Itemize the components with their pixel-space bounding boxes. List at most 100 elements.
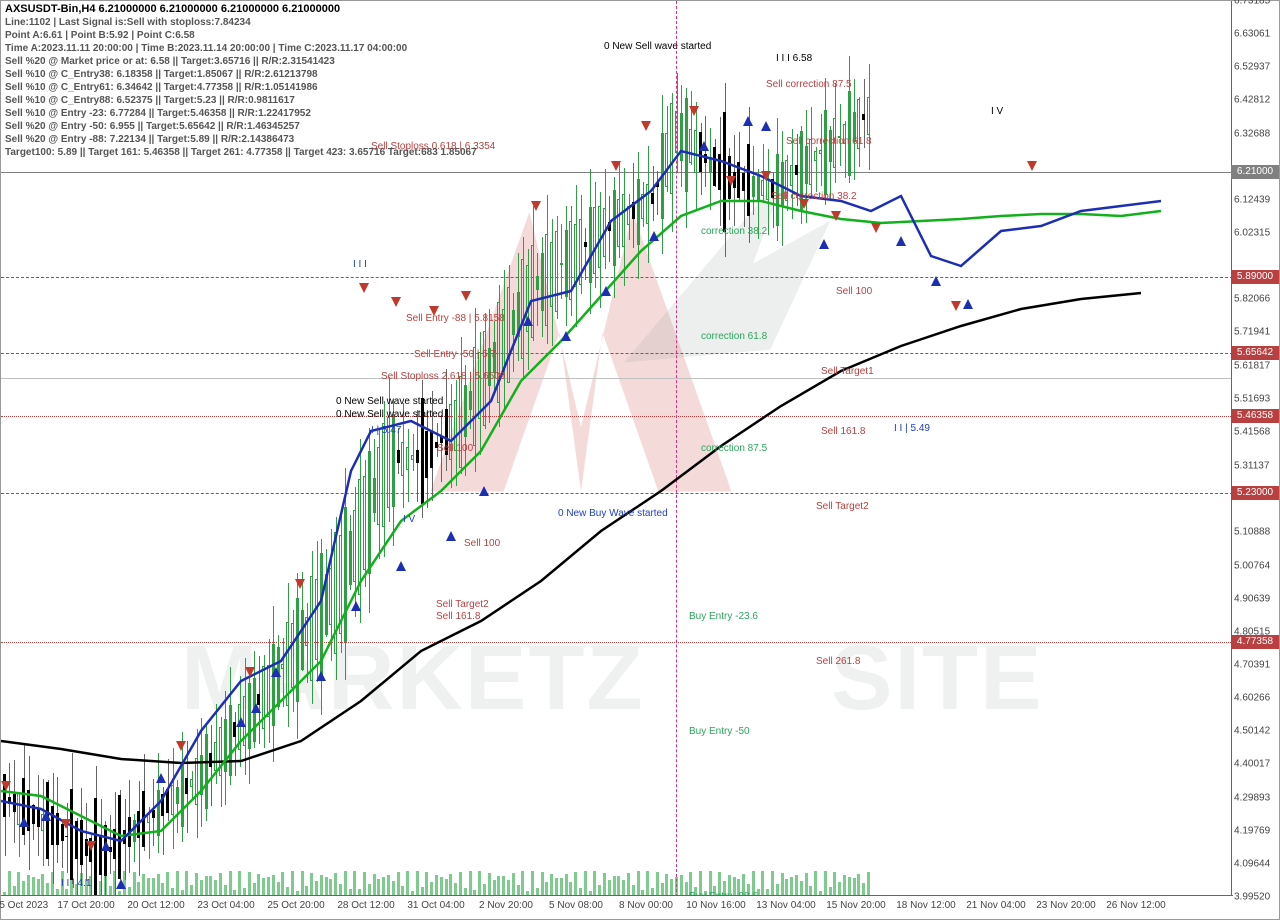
x-tick: 25 Oct 20:00: [267, 900, 324, 911]
y-tick: 5.82066: [1234, 294, 1270, 305]
horizontal-level-line: [1, 493, 1233, 494]
y-tick: 5.51693: [1234, 393, 1270, 404]
sell-arrow-icon: [391, 297, 401, 307]
chart-label: Sell 100: [836, 286, 872, 297]
price-tag: 5.89000: [1231, 270, 1279, 284]
chart-label: Sell Entry -88 | 5.8158: [406, 313, 505, 324]
sell-arrow-icon: [176, 741, 186, 751]
y-tick: 4.09644: [1234, 858, 1270, 869]
chart-label: Sell 161.8: [436, 611, 480, 622]
chart-container: MARKETZ SITE 0 New Sell wave startedI I …: [0, 0, 1280, 920]
buy-arrow-icon: [316, 671, 326, 681]
chart-label: I I | 4.1: [61, 878, 91, 889]
chart-label: correction 87.5: [701, 443, 767, 454]
y-tick: 4.60266: [1234, 693, 1270, 704]
chart-label: Sell correction 87.5: [766, 79, 852, 90]
y-tick: 3.99520: [1234, 892, 1270, 903]
x-tick: 10 Nov 16:00: [686, 900, 746, 911]
y-tick: 5.61817: [1234, 360, 1270, 371]
buy-arrow-icon: [251, 703, 261, 713]
x-tick: 5 Nov 08:00: [549, 900, 603, 911]
sell-arrow-icon: [689, 106, 699, 116]
y-tick: 6.52937: [1234, 62, 1270, 73]
x-tick: 8 Nov 00:00: [619, 900, 673, 911]
chart-plot-area[interactable]: MARKETZ SITE 0 New Sell wave startedI I …: [1, 1, 1233, 897]
y-tick: 6.02315: [1234, 228, 1270, 239]
x-tick: 23 Nov 20:00: [1036, 900, 1096, 911]
buy-arrow-icon: [819, 239, 829, 249]
y-tick: 5.10888: [1234, 527, 1270, 538]
info-line: Sell %20 @ Market price or at: 6.58 || T…: [5, 56, 335, 67]
y-tick: 4.70391: [1234, 659, 1270, 670]
sell-arrow-icon: [726, 176, 736, 186]
sell-arrow-icon: [951, 301, 961, 311]
sell-arrow-icon: [86, 841, 96, 851]
price-axis: 6.731856.630616.529376.428126.326886.210…: [1231, 1, 1279, 897]
sell-arrow-icon: [531, 201, 541, 211]
buy-arrow-icon: [351, 601, 361, 611]
info-line: Sell %10 @ Entry -23: 6.77284 || Target:…: [5, 108, 311, 119]
chart-label: I V: [403, 514, 415, 525]
y-tick: 6.42812: [1234, 95, 1270, 106]
y-tick: 5.71941: [1234, 327, 1270, 338]
buy-arrow-icon: [931, 276, 941, 286]
y-tick: 6.63061: [1234, 29, 1270, 40]
info-line: Point A:6.61 | Point B:5.92 | Point C:6.…: [5, 30, 195, 41]
buy-arrow-icon: [896, 236, 906, 246]
chart-label: Sell Target1: [821, 366, 874, 377]
buy-arrow-icon: [601, 286, 611, 296]
chart-label: Sell correction 38.2: [771, 191, 857, 202]
info-line: Sell %20 @ Entry -88: 7.22134 || Target:…: [5, 134, 294, 145]
sell-arrow-icon: [245, 667, 255, 677]
info-line: Sell %10 @ C_Entry38: 6.18358 || Target:…: [5, 69, 318, 80]
buy-arrow-icon: [101, 841, 111, 851]
chart-label: I | 5.47: [371, 425, 401, 436]
x-tick: 2 Nov 20:00: [479, 900, 533, 911]
chart-label: 0 New Buy Wave started: [558, 508, 668, 519]
chart-label: 0 New Sell wave started: [604, 41, 711, 52]
chart-label: Sell correction 61.8: [786, 136, 872, 147]
y-tick: 6.32688: [1234, 128, 1270, 139]
sell-arrow-icon: [1027, 161, 1037, 171]
buy-arrow-icon: [116, 879, 126, 889]
x-tick: 28 Oct 12:00: [337, 900, 394, 911]
chart-label: Sell Entry -50 | 5.7: [414, 349, 496, 360]
x-tick: 20 Oct 12:00: [127, 900, 184, 911]
info-line: Sell %20 @ Entry -50: 6.955 || Target:5.…: [5, 121, 300, 132]
x-tick: 15 Nov 20:00: [826, 900, 886, 911]
price-tag: 5.46358: [1231, 409, 1279, 423]
x-tick: 15 Oct 2023: [0, 900, 48, 911]
sell-arrow-icon: [295, 579, 305, 589]
chart-label: 0 New Sell wave started: [336, 409, 443, 420]
chart-label: Sell 261.8: [816, 656, 860, 667]
x-tick: 21 Nov 04:00: [966, 900, 1026, 911]
sell-arrow-icon: [641, 121, 651, 131]
price-tag: 6.21000: [1231, 165, 1279, 179]
y-tick: 5.41568: [1234, 426, 1270, 437]
horizontal-level-line: [1, 353, 1233, 354]
buy-arrow-icon: [561, 331, 571, 341]
buy-arrow-icon: [156, 773, 166, 783]
info-line: Sell %10 @ C_Entry61: 6.34642 || Target:…: [5, 82, 318, 93]
buy-arrow-icon: [963, 299, 973, 309]
chart-label: 0 New Sell wave started: [336, 396, 443, 407]
chart-label: correction 61.8: [701, 331, 767, 342]
info-line: Sell %10 @ C_Entry88: 6.52375 || Target:…: [5, 95, 295, 106]
buy-arrow-icon: [649, 231, 659, 241]
x-tick: 17 Oct 20:00: [57, 900, 114, 911]
horizontal-level-line: [1, 172, 1233, 173]
chart-label: I I | 5.49: [894, 423, 930, 434]
chart-label: Sell Target2: [816, 501, 869, 512]
info-line: Target100: 5.89 || Target 161: 5.46358 |…: [5, 147, 477, 158]
chart-label: Sell 100: [437, 443, 473, 454]
sell-arrow-icon: [611, 161, 621, 171]
info-line: Line:1102 | Last Signal is:Sell with sto…: [5, 17, 251, 28]
buy-arrow-icon: [523, 316, 533, 326]
y-tick: 5.31137: [1234, 461, 1269, 472]
buy-arrow-icon: [236, 717, 246, 727]
horizontal-level-line: [1, 416, 1233, 417]
y-tick: 4.40017: [1234, 759, 1270, 770]
chart-label: I I I: [353, 259, 367, 270]
buy-arrow-icon: [743, 116, 753, 126]
buy-arrow-icon: [19, 817, 29, 827]
